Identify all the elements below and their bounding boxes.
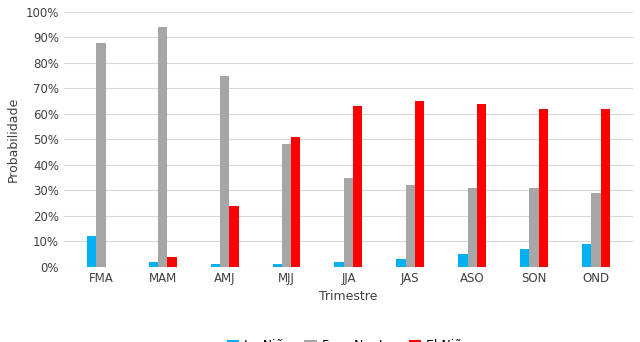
Bar <box>344 177 353 267</box>
Bar <box>458 254 467 267</box>
Bar <box>591 193 600 267</box>
Bar <box>520 249 529 267</box>
Bar <box>168 256 177 267</box>
Bar <box>229 206 239 267</box>
Bar <box>158 27 168 267</box>
Bar <box>467 188 477 267</box>
Legend: La Niña, Fase Neutra, El Niño: La Niña, Fase Neutra, El Niño <box>222 334 475 342</box>
Bar <box>87 236 96 267</box>
Bar <box>539 109 548 267</box>
Bar <box>220 76 229 267</box>
X-axis label: Trimestre: Trimestre <box>319 290 378 303</box>
Bar <box>96 42 106 267</box>
Bar <box>335 262 344 267</box>
Bar <box>406 185 415 267</box>
Bar <box>291 137 300 267</box>
Bar <box>600 109 610 267</box>
Bar <box>273 264 282 267</box>
Bar <box>477 104 486 267</box>
Bar <box>415 101 424 267</box>
Bar <box>282 144 291 267</box>
Bar <box>211 264 220 267</box>
Bar <box>529 188 539 267</box>
Y-axis label: Probabilidade: Probabilidade <box>7 97 20 182</box>
Bar <box>353 106 362 267</box>
Bar <box>582 244 591 267</box>
Bar <box>396 259 406 267</box>
Bar <box>149 262 158 267</box>
